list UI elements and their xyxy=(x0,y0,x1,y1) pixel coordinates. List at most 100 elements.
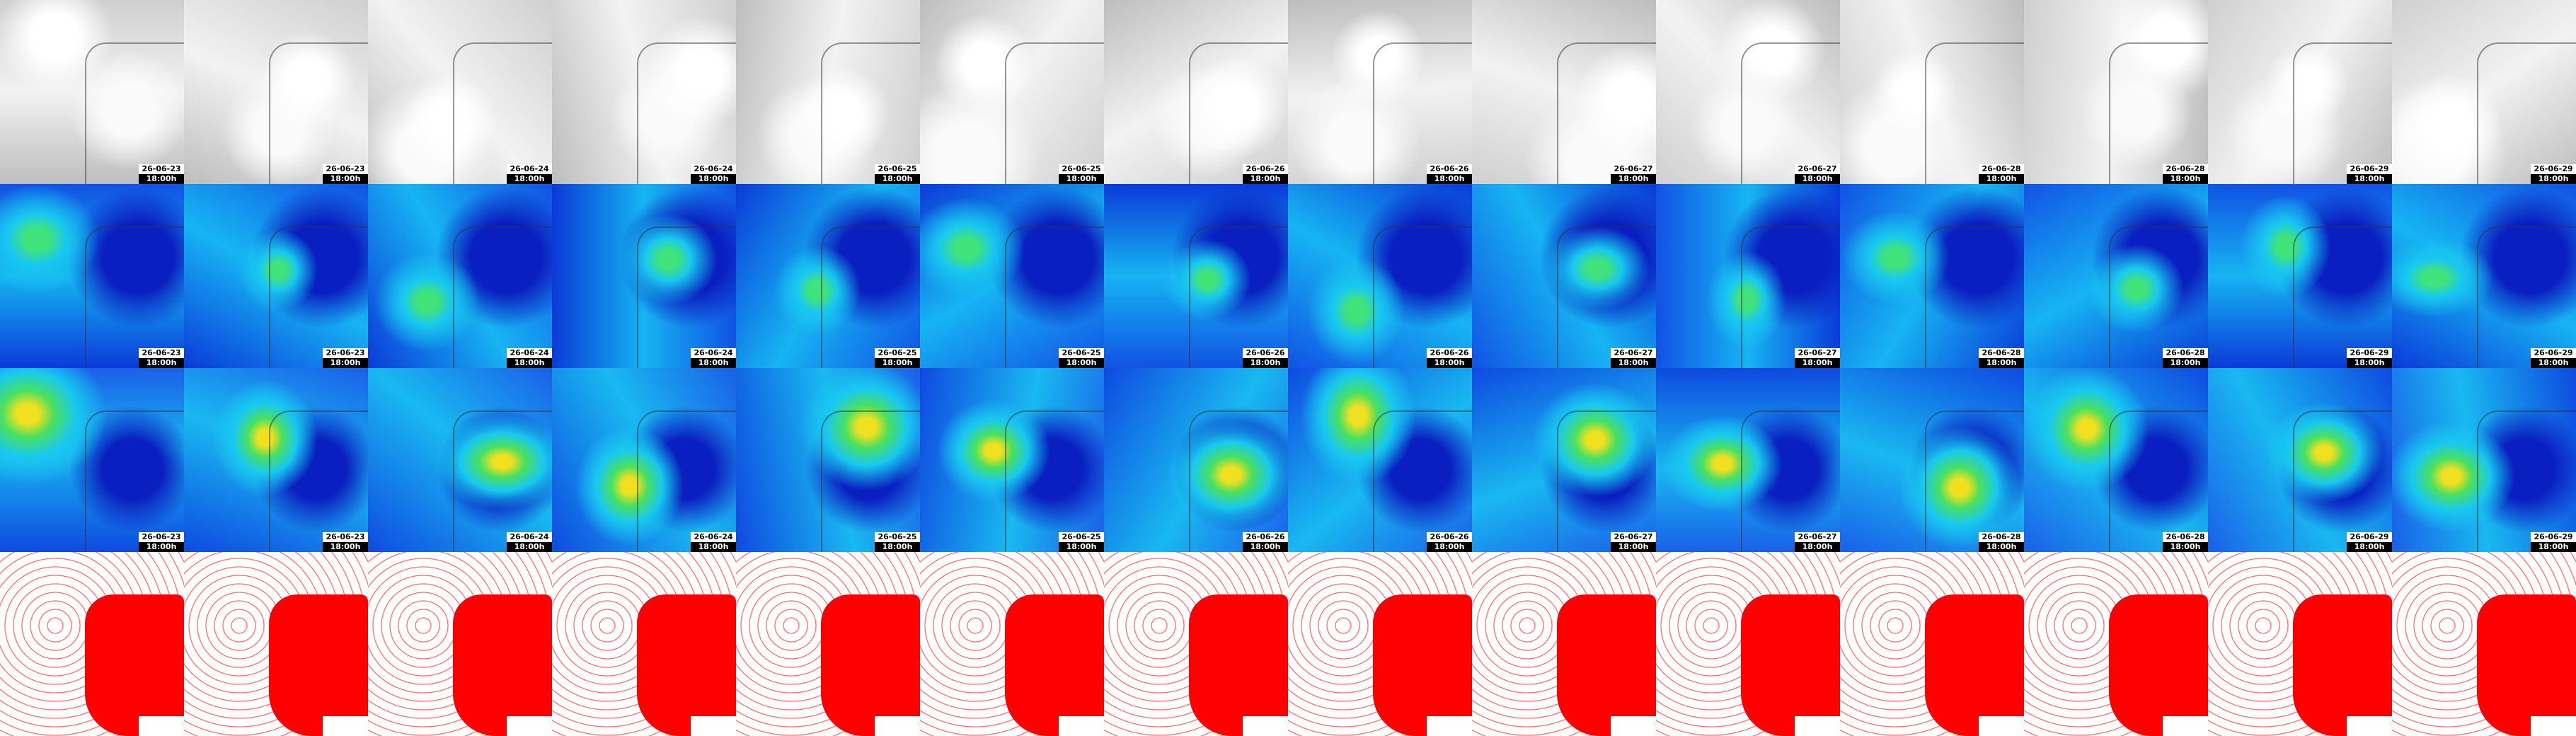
date-label: 26-06-28 xyxy=(1979,532,2024,542)
timestamp-label: 26-06-24 18:00h xyxy=(507,164,552,184)
label-box xyxy=(507,716,552,736)
date-label: 26-06-27 xyxy=(1795,532,1840,542)
timestamp-label: 26-06-23 18:00h xyxy=(323,532,368,552)
map-panel: 26-06-23 18:00h xyxy=(0,368,184,552)
coastline xyxy=(637,410,736,552)
timestamp-label: 26-06-24 18:00h xyxy=(507,532,552,552)
timestamp-label: 26-06-28 18:00h xyxy=(1979,348,2024,368)
time-label: 18:00h xyxy=(1243,174,1288,184)
coastline xyxy=(269,42,368,184)
timestamp-label: 26-06-29 18:00h xyxy=(2347,164,2392,184)
map-panel: 26-06-25 18:00h xyxy=(920,184,1104,368)
label-box xyxy=(875,716,920,736)
map-panel xyxy=(1840,552,2024,736)
coastline xyxy=(2109,42,2208,184)
coastline xyxy=(1373,594,1472,736)
coastline xyxy=(1189,594,1288,736)
coastline xyxy=(1557,226,1656,368)
coastline xyxy=(85,410,184,552)
map-panel: 26-06-25 18:00h xyxy=(736,0,920,184)
time-label: 18:00h xyxy=(2163,358,2208,368)
date-label: 26-06-25 xyxy=(875,164,920,174)
map-panel: 26-06-24 18:00h xyxy=(368,184,552,368)
date-label: 26-06-23 xyxy=(139,532,184,542)
map-panel xyxy=(0,552,184,736)
time-label: 18:00h xyxy=(139,174,184,184)
map-panel: 26-06-27 18:00h xyxy=(1472,0,1656,184)
coastline xyxy=(1741,410,1840,552)
map-panel: 26-06-28 18:00h xyxy=(2024,0,2208,184)
timestamp-label: 26-06-25 18:00h xyxy=(1059,348,1104,368)
date-label: 26-06-24 xyxy=(691,532,736,542)
time-label: 18:00h xyxy=(1427,174,1472,184)
label-box xyxy=(1243,716,1288,736)
label-box xyxy=(2163,716,2208,736)
map-panel: 26-06-23 18:00h xyxy=(184,184,368,368)
coastline xyxy=(1557,410,1656,552)
label-box xyxy=(1427,716,1472,736)
coastline xyxy=(821,594,920,736)
map-panel xyxy=(2024,552,2208,736)
coastline xyxy=(1741,42,1840,184)
timestamp-label: 26-06-24 18:00h xyxy=(691,532,736,552)
time-label: 18:00h xyxy=(139,542,184,552)
coastline xyxy=(2477,226,2576,368)
coastline xyxy=(2293,594,2392,736)
date-label: 26-06-26 xyxy=(1243,532,1288,542)
coastline xyxy=(1373,42,1472,184)
timestamp-label: 26-06-23 18:00h xyxy=(323,164,368,184)
coastline xyxy=(1557,594,1656,736)
map-panel xyxy=(1472,552,1656,736)
time-label: 18:00h xyxy=(1059,542,1104,552)
map-panel: 26-06-24 18:00h xyxy=(552,0,736,184)
map-panel: 26-06-24 18:00h xyxy=(368,368,552,552)
map-panel xyxy=(184,552,368,736)
coastline xyxy=(1005,42,1104,184)
timestamp-label: 26-06-27 18:00h xyxy=(1611,348,1656,368)
time-label: 18:00h xyxy=(1611,174,1656,184)
timestamp-label: 26-06-28 18:00h xyxy=(2163,164,2208,184)
map-panel: 26-06-23 18:00h xyxy=(0,184,184,368)
time-label: 18:00h xyxy=(2531,358,2576,368)
time-label: 18:00h xyxy=(507,174,552,184)
coastline xyxy=(1373,410,1472,552)
map-panel: 26-06-24 18:00h xyxy=(368,0,552,184)
coastline xyxy=(85,42,184,184)
timestamp-label: 26-06-29 18:00h xyxy=(2531,348,2576,368)
coastline xyxy=(1741,226,1840,368)
date-label: 26-06-28 xyxy=(2163,164,2208,174)
timestamp-label: 26-06-27 18:00h xyxy=(1611,532,1656,552)
label-box xyxy=(2347,716,2392,736)
date-label: 26-06-28 xyxy=(2163,348,2208,358)
coastline xyxy=(85,594,184,736)
timestamp-label: 26-06-27 18:00h xyxy=(1795,348,1840,368)
map-panel xyxy=(1656,552,1840,736)
time-label: 18:00h xyxy=(691,358,736,368)
map-panel: 26-06-23 18:00h xyxy=(0,0,184,184)
time-label: 18:00h xyxy=(2163,542,2208,552)
timestamp-label: 26-06-23 18:00h xyxy=(139,532,184,552)
date-label: 26-06-28 xyxy=(2163,532,2208,542)
date-label: 26-06-26 xyxy=(1427,164,1472,174)
timestamp-label: 26-06-26 18:00h xyxy=(1427,348,1472,368)
time-label: 18:00h xyxy=(2347,542,2392,552)
timestamp-label: 26-06-26 18:00h xyxy=(1427,532,1472,552)
date-label: 26-06-29 xyxy=(2347,348,2392,358)
timestamp-label: 26-06-25 18:00h xyxy=(875,348,920,368)
coastline xyxy=(2109,226,2208,368)
date-label: 26-06-25 xyxy=(875,532,920,542)
label-box xyxy=(1611,716,1656,736)
timestamp-label: 26-06-29 18:00h xyxy=(2531,164,2576,184)
map-panel: 26-06-27 18:00h xyxy=(1656,0,1840,184)
date-label: 26-06-27 xyxy=(1611,532,1656,542)
time-label: 18:00h xyxy=(1795,358,1840,368)
timestamp-label: 26-06-24 18:00h xyxy=(691,348,736,368)
time-label: 18:00h xyxy=(2531,174,2576,184)
time-label: 18:00h xyxy=(2163,174,2208,184)
timestamp-label: 26-06-25 18:00h xyxy=(1059,164,1104,184)
date-label: 26-06-24 xyxy=(691,348,736,358)
timestamp-label: 26-06-26 18:00h xyxy=(1243,532,1288,552)
coastline xyxy=(269,594,368,736)
